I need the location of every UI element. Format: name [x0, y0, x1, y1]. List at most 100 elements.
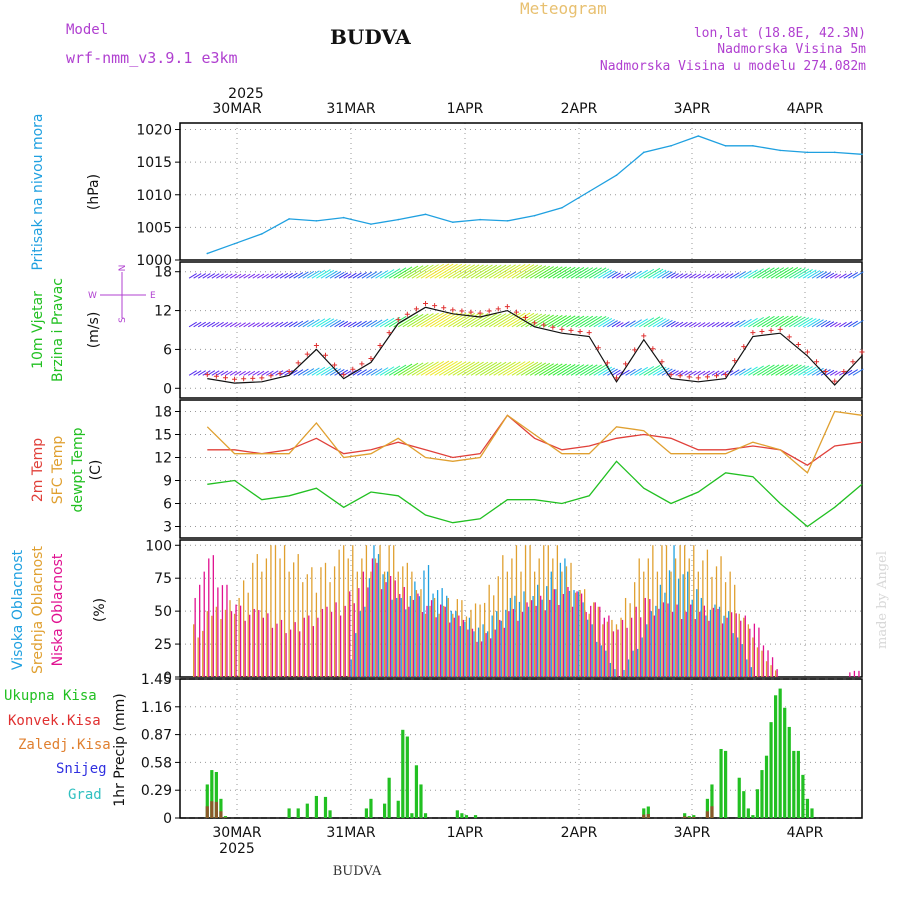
wind-barb	[761, 267, 780, 279]
wind-barb	[488, 313, 512, 328]
compass-south-label: S	[118, 317, 128, 323]
wind-barb	[402, 362, 424, 376]
wind-barb	[411, 264, 434, 279]
wind-barb	[275, 321, 284, 328]
wind-barb	[370, 368, 383, 376]
wind-barb	[616, 370, 624, 376]
precip-convective-bar	[642, 814, 646, 818]
temp-sfc-line	[206, 410, 863, 474]
temp-title-2m: 2m Temp	[30, 438, 46, 502]
wind-barb	[397, 314, 419, 328]
wind-gust-mark	[432, 303, 438, 309]
wind-barb	[602, 270, 615, 279]
wind-barb	[479, 264, 502, 279]
wind-barb	[407, 313, 429, 328]
panel-frame	[179, 399, 863, 539]
wind-barb	[602, 319, 615, 328]
wind-barb	[520, 265, 543, 279]
wind-gust-mark	[322, 352, 328, 358]
wind-barb	[466, 361, 489, 376]
temp-title-sfc: SFC Temp	[50, 436, 66, 505]
precip-total-bar	[719, 748, 723, 818]
wind-barb	[498, 264, 521, 279]
wind-barb	[743, 269, 758, 279]
wind-barb	[670, 273, 679, 279]
pressure-point	[833, 151, 836, 154]
wind-barb	[852, 271, 864, 279]
pressure-point	[752, 145, 754, 147]
wind-barb	[457, 312, 480, 328]
wind-barb	[329, 271, 342, 279]
wind-barb	[211, 273, 220, 279]
wind-title: 10m Vjetar	[30, 291, 46, 369]
precip-total-bar	[705, 798, 710, 818]
precip-total-bar	[683, 813, 687, 818]
wind-gust-mark	[232, 376, 238, 382]
precip-tick-label: 0.87	[141, 728, 172, 744]
wind-barb	[284, 272, 293, 279]
top-day-label: 30MAR	[212, 101, 261, 117]
wind-barb	[452, 361, 476, 376]
wind-barb	[634, 269, 649, 279]
wind-barb	[384, 268, 401, 279]
wind-barb	[798, 317, 813, 328]
wind-barb	[370, 319, 383, 328]
wind-barb	[679, 273, 688, 279]
wind-barb	[661, 319, 673, 328]
wind-gust-mark	[659, 359, 665, 365]
wind-barb	[266, 370, 274, 376]
precip-convective-bar	[705, 811, 710, 818]
wind-barb	[766, 364, 785, 376]
cloud-tick-label: 50	[154, 604, 172, 620]
wind-barb	[543, 266, 563, 279]
wind-barb	[825, 272, 835, 279]
wind-barb	[648, 365, 664, 376]
wind-barb	[598, 366, 613, 376]
model-value: wrf-nmm_v3.9.1 e3km	[66, 49, 238, 67]
wind-barb	[711, 321, 720, 328]
temperature-tick-label: 18	[154, 405, 172, 421]
wind-barb	[343, 321, 352, 328]
wind-barb	[307, 270, 320, 279]
wind-barb	[779, 315, 799, 328]
wind-barb	[457, 361, 480, 376]
wind-barb	[798, 269, 813, 279]
wind-barb	[543, 314, 563, 328]
wind-barb	[270, 370, 279, 376]
wind-barb	[220, 273, 229, 279]
wind-barb	[607, 368, 618, 376]
wind-gust-mark	[332, 362, 338, 368]
wind-barb	[493, 312, 516, 328]
wind-barb	[825, 321, 835, 328]
wind-gust-mark	[441, 305, 447, 311]
wind-barb	[807, 367, 821, 376]
wind-barb	[197, 273, 207, 279]
wind-barb	[561, 315, 580, 328]
wind-barb	[693, 370, 701, 376]
wind-barb	[243, 273, 251, 279]
wind-barb	[257, 273, 265, 279]
precip-title: 1hr Precip	[112, 736, 128, 807]
wind-barb	[770, 364, 789, 376]
pressure-panel: 1000 1005 1010 1015 1020	[136, 122, 863, 269]
wind-barb	[293, 320, 304, 328]
wind-barb	[829, 273, 838, 279]
wind-barb	[566, 364, 585, 376]
wind-barb	[611, 369, 621, 376]
precip-total-bar	[387, 777, 391, 818]
wind-gust-mark	[832, 378, 838, 384]
wind-barb	[752, 315, 771, 328]
wind-barb	[247, 322, 256, 328]
wind-barb	[352, 272, 362, 279]
wind-barb	[716, 370, 725, 376]
model-elevation: Nadmorska Visina u modelu 274.082m	[600, 59, 866, 74]
wind-barb	[288, 321, 298, 328]
pressure-point	[506, 220, 509, 222]
wind-gust-mark	[532, 320, 538, 326]
wind-barb	[738, 318, 752, 328]
wind-barb	[243, 370, 251, 376]
wind-barb	[520, 313, 543, 328]
wind-gust-mark	[613, 375, 619, 381]
wind-barb	[470, 361, 493, 376]
wind-barb	[793, 317, 810, 328]
